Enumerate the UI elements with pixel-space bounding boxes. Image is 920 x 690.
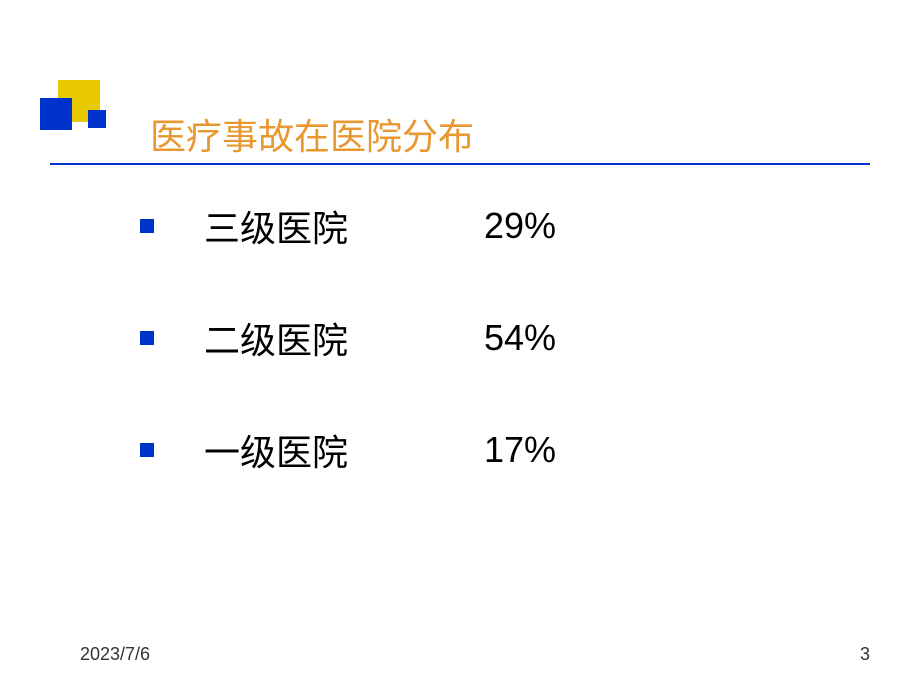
slide-title: 医疗事故在医院分布	[150, 108, 474, 160]
row-value: 54%	[484, 317, 556, 359]
data-row: 三级医院 29%	[0, 200, 920, 252]
content-area: 三级医院 29% 二级医院 54% 一级医院 17%	[0, 200, 920, 536]
bullet-icon	[140, 331, 154, 345]
title-underline	[50, 163, 870, 165]
row-value: 17%	[484, 429, 556, 471]
data-row: 二级医院 54%	[0, 312, 920, 364]
bullet-icon	[140, 443, 154, 457]
row-label: 一级医院	[204, 424, 404, 476]
row-value: 29%	[484, 205, 556, 247]
footer-page-number: 3	[860, 644, 870, 665]
decoration-square-blue-right	[88, 110, 106, 128]
row-label: 二级医院	[204, 312, 404, 364]
row-label: 三级医院	[204, 200, 404, 252]
footer-date: 2023/7/6	[80, 644, 150, 665]
data-row: 一级医院 17%	[0, 424, 920, 476]
decoration-square-blue-left	[40, 98, 72, 130]
bullet-icon	[140, 219, 154, 233]
